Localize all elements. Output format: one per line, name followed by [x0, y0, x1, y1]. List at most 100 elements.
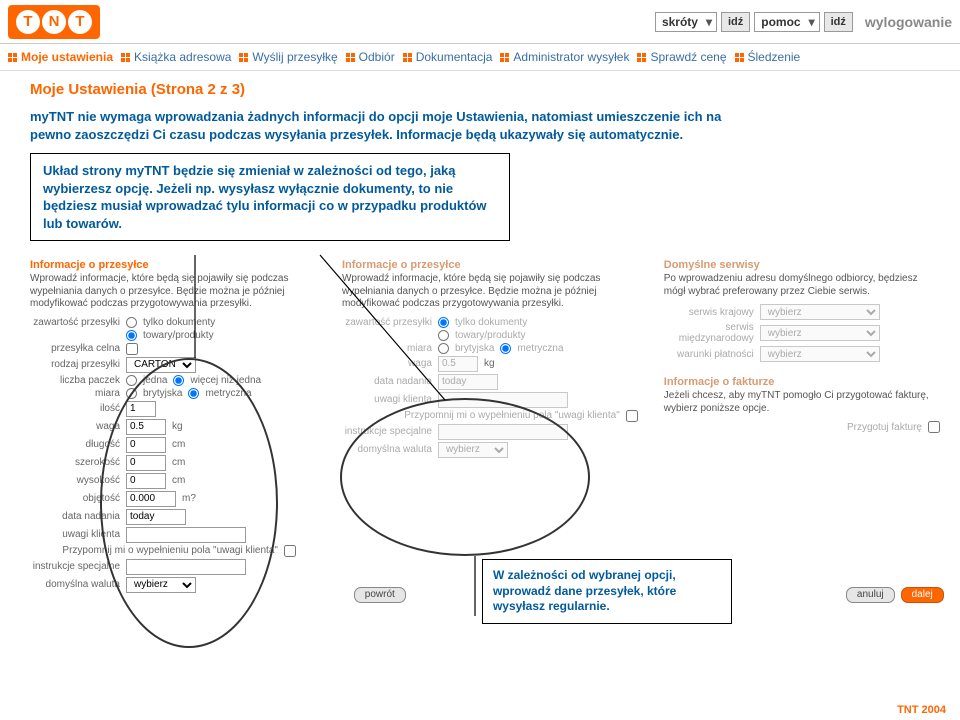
width-label: szerokość — [30, 457, 120, 468]
cm-unit: cm — [172, 475, 185, 486]
radio-docs-b[interactable] — [438, 317, 449, 328]
nav-price[interactable]: Sprawdź cenę — [637, 50, 726, 64]
weight-input[interactable] — [126, 419, 166, 435]
opt-docs: tylko dokumenty — [455, 317, 527, 328]
nav-label: Moje ustawienia — [21, 50, 113, 64]
type-select[interactable]: CARTON — [126, 357, 196, 373]
currency-select[interactable]: wybierz — [126, 577, 196, 593]
date-label: data nadania — [342, 376, 432, 387]
remind-label: Przypomnij mi o wypełnieniu pola "uwagi … — [62, 545, 278, 556]
dots-icon — [637, 53, 646, 62]
logo-letter: N — [42, 10, 66, 34]
notes-input[interactable] — [126, 527, 246, 543]
button-row: powrót anuluj dalej — [354, 587, 944, 603]
type-label: rodzaj przesyłki — [30, 359, 120, 370]
content: Moje Ustawienia (Strona 2 z 3) myTNT nie… — [0, 71, 960, 599]
go-button-2[interactable]: idź — [824, 12, 853, 32]
radio-metric[interactable] — [188, 388, 199, 399]
opt-uk: brytyjska — [455, 343, 494, 354]
weight-input-b[interactable] — [438, 356, 478, 372]
weight-unit: kg — [172, 421, 183, 432]
notes-input-b[interactable] — [438, 392, 568, 408]
nav-label: Sprawdź cenę — [650, 50, 726, 64]
dots-icon — [121, 53, 130, 62]
remind-checkbox-b[interactable] — [626, 410, 638, 422]
domestic-select[interactable]: wybierz — [760, 304, 880, 320]
date-input[interactable] — [126, 509, 186, 525]
cancel-button[interactable]: anuluj — [846, 587, 895, 603]
currency-select-b[interactable]: wybierz — [438, 442, 508, 458]
radio-goods-b[interactable] — [438, 330, 449, 341]
page-title: Moje Ustawienia (Strona 2 z 3) — [30, 81, 940, 98]
measure-label: miara — [342, 343, 432, 354]
dots-icon — [239, 53, 248, 62]
nav-label: Dokumentacja — [416, 50, 493, 64]
volume-unit: m? — [182, 493, 196, 504]
pay-label: warunki płatności — [664, 349, 754, 360]
notes-label: uwagi klienta — [342, 394, 432, 405]
nav-tracking[interactable]: Śledzenie — [735, 50, 801, 64]
remind-checkbox[interactable] — [284, 545, 296, 557]
radio-docs[interactable] — [126, 317, 137, 328]
logout-link[interactable]: wylogowanie — [865, 14, 952, 30]
nav-docs[interactable]: Dokumentacja — [403, 50, 493, 64]
section-title: Informacje o fakturze — [664, 376, 940, 388]
volume-input[interactable] — [126, 491, 176, 507]
nav-label: Śledzenie — [748, 50, 801, 64]
height-input[interactable] — [126, 473, 166, 489]
length-label: długość — [30, 439, 120, 450]
prepinv-label: Przygotuj fakturę — [847, 422, 922, 433]
prepinv-checkbox[interactable] — [928, 421, 940, 433]
opt-metric: metryczna — [205, 388, 251, 399]
weight-label: waga — [30, 421, 120, 432]
next-button[interactable]: dalej — [901, 587, 944, 603]
nav-my-settings[interactable]: Moje ustawienia — [8, 50, 113, 64]
nav-address-book[interactable]: Książka adresowa — [121, 50, 231, 64]
help-dropdown[interactable]: pomoc — [754, 12, 819, 32]
currency-label: domyślna waluta — [342, 444, 432, 455]
instr-label: instrukcje specjalne — [30, 561, 120, 572]
shortcuts-dropdown[interactable]: skróty — [655, 12, 717, 32]
nav-send[interactable]: Wyślij przesyłkę — [239, 50, 337, 64]
content-label: zawartość przesyłki — [30, 317, 120, 328]
packages-label: liczba paczek — [30, 375, 120, 386]
section-desc: Wprowadź informacje, które będą się poja… — [30, 273, 326, 311]
customs-checkbox[interactable] — [126, 343, 138, 355]
radio-metric-b[interactable] — [500, 343, 511, 354]
qty-input[interactable] — [126, 401, 156, 417]
radio-more[interactable] — [173, 375, 184, 386]
opt-one: jedna — [143, 375, 167, 386]
go-button-1[interactable]: idź — [721, 12, 750, 32]
radio-uk-b[interactable] — [438, 343, 449, 354]
framed-note: Układ strony myTNT będzie się zmieniał w… — [30, 153, 510, 241]
pay-select[interactable]: wybierz — [760, 346, 880, 362]
width-input[interactable] — [126, 455, 166, 471]
intl-select[interactable]: wybierz — [760, 325, 880, 341]
domestic-label: serwis krajowy — [664, 307, 754, 318]
instr-input[interactable] — [126, 559, 246, 575]
cm-unit: cm — [172, 457, 185, 468]
date-input-b[interactable] — [438, 374, 498, 390]
columns: Informacje o przesyłce Wprowadź informac… — [30, 259, 940, 595]
section-title: Domyślne serwisy — [664, 259, 940, 271]
radio-one[interactable] — [126, 375, 137, 386]
qty-label: ilość — [30, 403, 120, 414]
column-middle: Informacje o przesyłce Wprowadź informac… — [342, 259, 648, 595]
nav-pickup[interactable]: Odbiór — [346, 50, 395, 64]
measure-label: miara — [30, 388, 120, 399]
weight-unit: kg — [484, 358, 495, 369]
opt-more: więcej niż jedna — [190, 375, 261, 386]
radio-goods[interactable] — [126, 330, 137, 341]
height-label: wysokość — [30, 475, 120, 486]
notes-label: uwagi klienta — [30, 529, 120, 540]
top-bar: T N T skróty idź pomoc idź wylogowanie — [0, 0, 960, 44]
dots-icon — [8, 53, 17, 62]
weight-label: waga — [342, 358, 432, 369]
back-button[interactable]: powrót — [354, 587, 406, 603]
length-input[interactable] — [126, 437, 166, 453]
date-label: data nadania — [30, 511, 120, 522]
customs-label: przesyłka celna — [30, 343, 120, 354]
nav-admin[interactable]: Administrator wysyłek — [500, 50, 629, 64]
radio-uk[interactable] — [126, 388, 137, 399]
instr-input-b[interactable] — [438, 424, 568, 440]
